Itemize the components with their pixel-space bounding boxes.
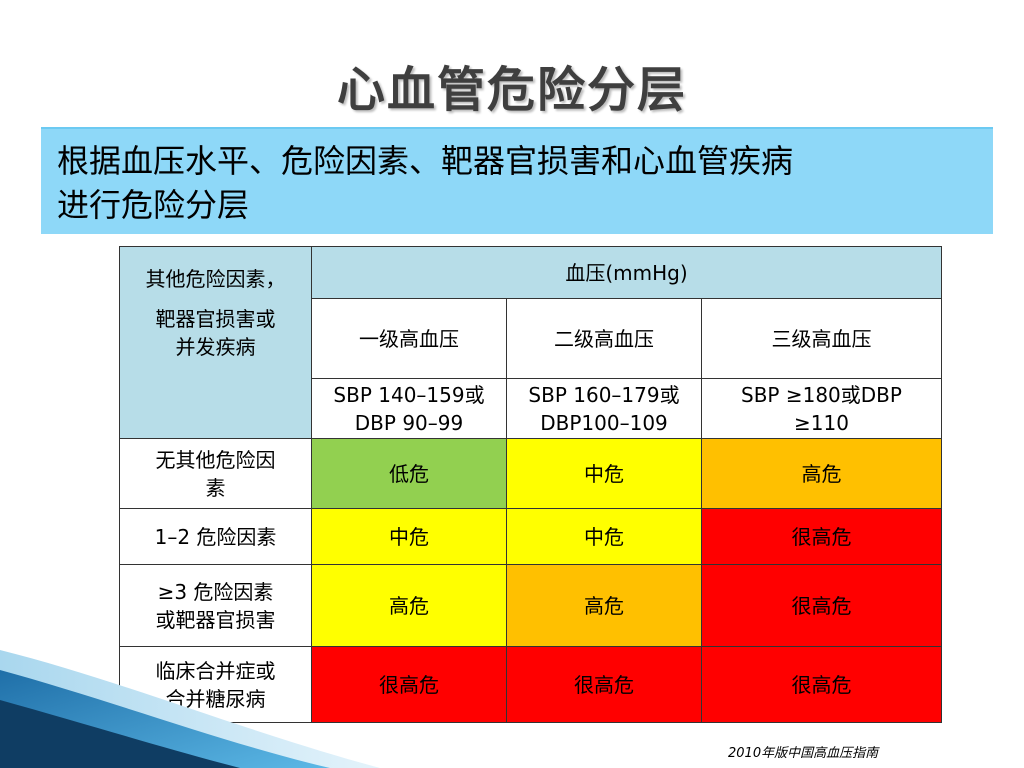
subtitle-line-1: 根据血压水平、危险因素、靶器官损害和心血管疾病 [57, 142, 794, 180]
grade-1-range-line-2: DBP 90–99 [354, 410, 464, 435]
slide-title: 心血管危险分层 [336, 62, 687, 118]
source-citation: 2010年版中国高血压指南 [728, 746, 879, 761]
risk-cell-r3-g1: 高危 [311, 564, 507, 647]
grade-2-range-line-1: SBP 160–179或 [528, 382, 680, 407]
risk-cell-r1-g3: 高危 [701, 438, 942, 509]
grade-2-range-line-2: DBP100–109 [540, 410, 668, 435]
grade-3-range: SBP ≥180或DBP ≥110 [701, 378, 942, 439]
risk-cell-r4-g3: 很高危 [701, 646, 942, 723]
factor-row-4-line-1: 临床合并症或 [155, 658, 276, 683]
grade-1-range: SBP 140–159或 DBP 90–99 [311, 378, 507, 439]
corner-header-top: 其他危险因素， 靶器官损害或 并发疾病 [119, 246, 312, 379]
grade-3-name: 三级高血压 [701, 298, 942, 379]
risk-cell-r1-g1: 低危 [311, 438, 507, 509]
grade-3-range-line-1: SBP ≥180或DBP [741, 382, 902, 407]
corner-header-bottom [119, 378, 312, 439]
bp-header: 血压(mmHg) [311, 246, 942, 299]
factor-row-3-line-2: 或靶器官损害 [155, 607, 276, 632]
grade-1-name: 一级高血压 [311, 298, 507, 379]
grade-3-range-line-2: ≥110 [794, 410, 849, 435]
corner-line-3: 并发疾病 [175, 334, 256, 359]
factor-row-1-line-2: 素 [205, 475, 226, 500]
grade-2-name: 二级高血压 [506, 298, 702, 379]
subtitle-box: 根据血压水平、危险因素、靶器官损害和心血管疾病 进行危险分层 [41, 127, 993, 234]
corner-line-2: 靶器官损害或 [155, 306, 276, 331]
risk-stratification-table: 其他危险因素， 靶器官损害或 并发疾病 血压(mmHg) 一级高血压 二级高血压… [119, 246, 942, 723]
risk-cell-r2-g1: 中危 [311, 508, 507, 565]
factor-row-3-line-1: ≥3 危险因素 [157, 579, 274, 604]
corner-line-1: 其他危险因素， [145, 266, 286, 291]
factor-row-3: ≥3 危险因素 或靶器官损害 [119, 564, 312, 647]
risk-cell-r3-g3: 很高危 [701, 564, 942, 647]
risk-cell-r4-g2: 很高危 [506, 646, 702, 723]
factor-row-4: 临床合并症或 合并糖尿病 [119, 646, 312, 723]
risk-cell-r3-g2: 高危 [506, 564, 702, 647]
risk-cell-r1-g2: 中危 [506, 438, 702, 509]
factor-row-2: 1–2 危险因素 [119, 508, 312, 565]
risk-cell-r2-g2: 中危 [506, 508, 702, 565]
risk-cell-r2-g3: 很高危 [701, 508, 942, 565]
factor-row-1-line-1: 无其他危险因 [155, 447, 276, 472]
subtitle-line-2: 进行危险分层 [57, 186, 250, 224]
risk-cell-r4-g1: 很高危 [311, 646, 507, 723]
factor-row-1: 无其他危险因 素 [119, 438, 312, 509]
decorative-wave-corner [0, 650, 380, 768]
grade-2-range: SBP 160–179或 DBP100–109 [506, 378, 702, 439]
grade-1-range-line-1: SBP 140–159或 [333, 382, 485, 407]
